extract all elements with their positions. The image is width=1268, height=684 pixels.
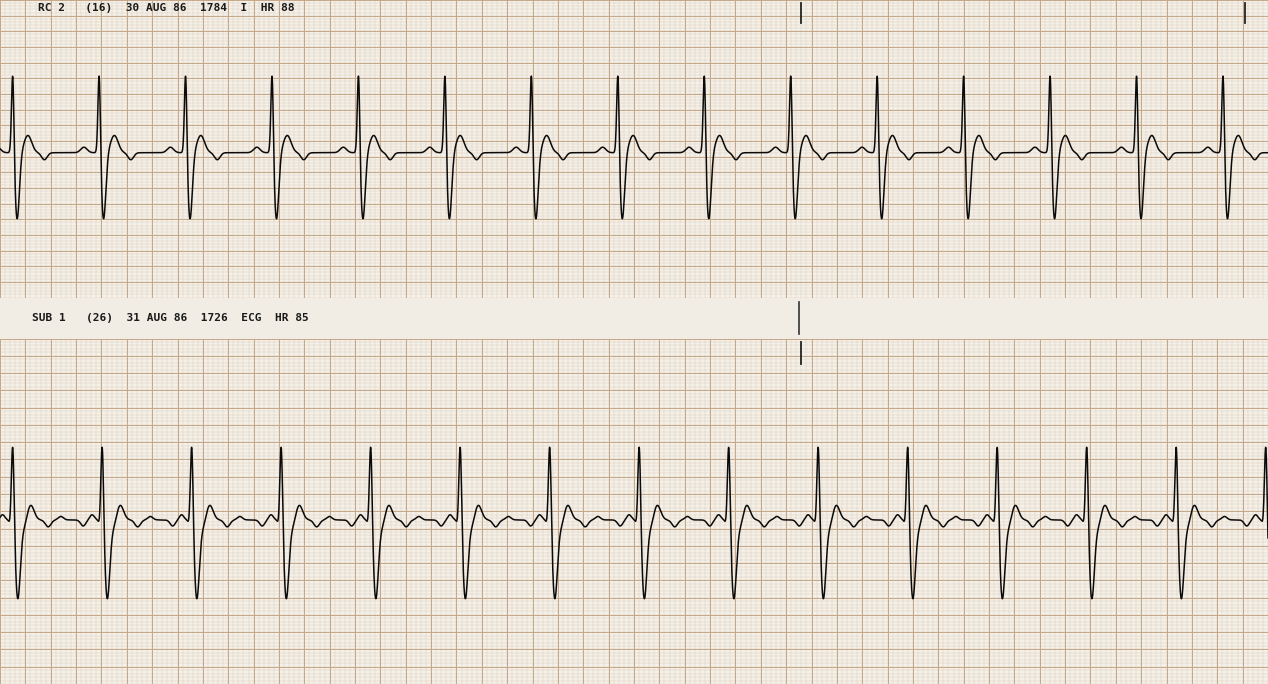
Text: SUB 1   (26)  31 AUG 86  1726  ECG  HR 85: SUB 1 (26) 31 AUG 86 1726 ECG HR 85 — [32, 313, 308, 323]
Text: RC 2   (16)  30 AUG 86  1784  I  HR 88: RC 2 (16) 30 AUG 86 1784 I HR 88 — [38, 3, 294, 13]
